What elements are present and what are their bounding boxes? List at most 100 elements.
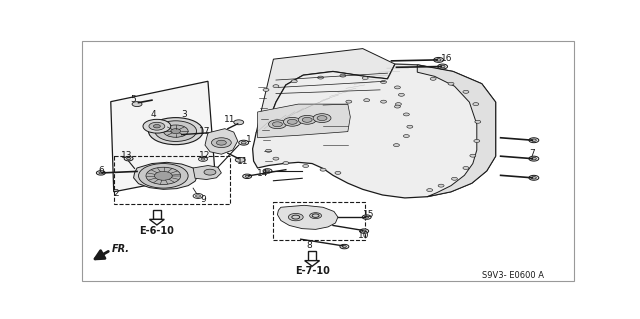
Circle shape (394, 144, 399, 147)
Bar (114, 156, 230, 204)
Circle shape (239, 140, 249, 145)
Circle shape (138, 164, 188, 188)
Circle shape (263, 88, 269, 91)
Circle shape (124, 156, 133, 161)
Text: 12: 12 (199, 151, 211, 160)
Circle shape (146, 167, 180, 184)
Text: E-6-10: E-6-10 (140, 226, 174, 236)
Circle shape (287, 119, 297, 124)
Circle shape (342, 246, 346, 248)
Text: 4: 4 (150, 110, 156, 119)
Circle shape (340, 244, 349, 249)
Bar (273, 202, 365, 240)
Circle shape (407, 125, 413, 128)
Circle shape (292, 215, 300, 219)
Text: 15: 15 (363, 210, 374, 219)
Polygon shape (253, 64, 495, 198)
Circle shape (436, 59, 441, 61)
Circle shape (362, 215, 371, 219)
Text: 13: 13 (122, 151, 133, 160)
Circle shape (143, 119, 171, 133)
Circle shape (403, 113, 410, 116)
Circle shape (273, 85, 279, 88)
Bar (308, 251, 316, 261)
Circle shape (154, 171, 172, 180)
Polygon shape (256, 48, 395, 133)
Circle shape (266, 170, 269, 172)
Circle shape (362, 77, 368, 79)
Circle shape (438, 184, 444, 187)
Circle shape (463, 167, 469, 169)
Circle shape (273, 157, 279, 160)
Text: FR.: FR. (112, 244, 131, 254)
Circle shape (394, 86, 401, 89)
Circle shape (313, 114, 331, 122)
Circle shape (284, 117, 301, 126)
Circle shape (448, 82, 454, 85)
Circle shape (291, 80, 297, 83)
Text: 6: 6 (98, 166, 104, 175)
Circle shape (204, 169, 216, 175)
Circle shape (273, 122, 282, 127)
Circle shape (346, 100, 352, 103)
Circle shape (269, 120, 286, 129)
Polygon shape (417, 65, 495, 197)
Circle shape (198, 157, 207, 161)
Text: 14: 14 (257, 169, 268, 178)
Circle shape (473, 103, 479, 106)
Circle shape (438, 64, 447, 69)
Circle shape (529, 175, 539, 180)
Text: 5: 5 (131, 95, 136, 104)
Circle shape (474, 139, 480, 142)
Circle shape (193, 194, 203, 198)
Text: 9: 9 (200, 196, 206, 204)
Text: 16: 16 (442, 54, 452, 63)
Circle shape (310, 213, 321, 219)
Circle shape (163, 125, 188, 137)
Circle shape (302, 117, 312, 122)
Text: 8: 8 (307, 241, 312, 250)
Circle shape (403, 135, 410, 137)
Circle shape (335, 171, 341, 174)
Circle shape (531, 157, 536, 160)
Circle shape (362, 230, 366, 232)
Circle shape (529, 156, 539, 161)
Text: 7: 7 (529, 149, 535, 158)
Circle shape (241, 141, 246, 144)
Circle shape (317, 76, 324, 79)
Circle shape (283, 162, 289, 165)
Polygon shape (150, 219, 164, 225)
Circle shape (288, 213, 303, 221)
Circle shape (394, 105, 401, 108)
Circle shape (364, 99, 370, 102)
Circle shape (475, 120, 481, 123)
Circle shape (531, 177, 536, 179)
Polygon shape (277, 205, 338, 229)
Polygon shape (111, 81, 215, 192)
Circle shape (127, 158, 131, 160)
Circle shape (529, 138, 539, 143)
Circle shape (243, 174, 252, 179)
Bar (153, 210, 161, 219)
Circle shape (155, 121, 196, 141)
Polygon shape (193, 166, 221, 180)
Circle shape (148, 118, 203, 145)
Circle shape (99, 172, 103, 174)
Text: 2: 2 (113, 189, 118, 198)
Circle shape (298, 115, 316, 124)
Circle shape (154, 124, 161, 128)
Circle shape (430, 77, 436, 80)
Circle shape (434, 57, 444, 62)
Circle shape (263, 169, 272, 173)
Circle shape (440, 65, 445, 68)
Circle shape (216, 140, 227, 145)
Circle shape (266, 149, 271, 152)
Circle shape (399, 93, 404, 96)
Circle shape (234, 120, 244, 125)
Circle shape (531, 139, 536, 141)
Circle shape (360, 229, 369, 233)
Text: S9V3- E0600 A: S9V3- E0600 A (481, 271, 543, 280)
Circle shape (245, 175, 249, 177)
Circle shape (365, 216, 369, 218)
Circle shape (396, 103, 401, 106)
